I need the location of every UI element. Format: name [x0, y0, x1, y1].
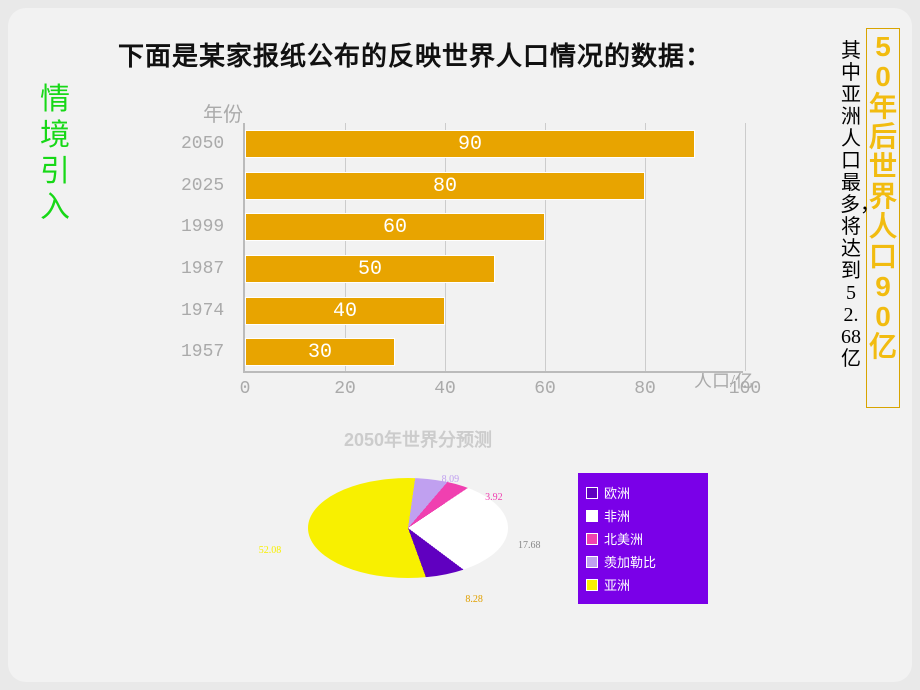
x-tick: 0 — [240, 379, 251, 399]
legend-item: 亚洲 — [586, 575, 700, 594]
bar-value: 60 — [246, 216, 544, 239]
bar-plot-area: 0204060801002050902025801999601987501974… — [243, 123, 743, 373]
x-tick: 60 — [534, 379, 556, 399]
y-category-label: 1957 — [181, 342, 224, 362]
legend-swatch — [586, 533, 598, 545]
y-category-label: 1987 — [181, 259, 224, 279]
legend-label: 羡加勒比 — [604, 552, 656, 571]
bar-value: 30 — [246, 341, 394, 364]
legend-label: 欧洲 — [604, 483, 630, 502]
legend-label: 北美洲 — [604, 529, 643, 548]
legend-label: 非洲 — [604, 506, 630, 525]
gridline — [645, 123, 646, 371]
pie-slice-label: 52.08 — [259, 545, 282, 556]
x-tick: 40 — [434, 379, 456, 399]
main-title: 下面是某家报纸公布的反映世界人口情况的数据： — [118, 36, 712, 73]
legend-item: 欧洲 — [586, 483, 700, 502]
pie-slice-label: 3.92 — [485, 492, 503, 503]
bar: 50 — [245, 255, 495, 283]
pie-chart: 52.088.093.9217.688.28 — [308, 478, 508, 618]
y-axis-title: 年份 — [203, 98, 243, 127]
legend-item: 羡加勒比 — [586, 552, 700, 571]
legend-swatch — [586, 487, 598, 499]
bar-value: 90 — [246, 133, 694, 156]
legend-swatch — [586, 579, 598, 591]
x-tick: 80 — [634, 379, 656, 399]
gridline — [345, 123, 346, 371]
slide-frame: 下面是某家报纸公布的反映世界人口情况的数据： 情境引入 50年后世界人口90亿 … — [8, 8, 912, 682]
gridline — [745, 123, 746, 371]
pie-slice-label: 8.09 — [442, 474, 460, 485]
y-category-label: 2025 — [181, 176, 224, 196]
pie-title: 2050年世界分预测 — [268, 426, 568, 452]
right-small-text: 其中亚洲人口最多，将达到52.68亿 — [840, 40, 862, 370]
legend-label: 亚洲 — [604, 575, 630, 594]
y-category-label: 1999 — [181, 217, 224, 237]
legend-swatch — [586, 510, 598, 522]
legend-item: 非洲 — [586, 506, 700, 525]
y-category-label: 1974 — [181, 301, 224, 321]
bar: 30 — [245, 338, 395, 366]
bar: 80 — [245, 172, 645, 200]
pie-top-face — [308, 478, 508, 578]
bar: 90 — [245, 130, 695, 158]
pie-slice-label: 17.68 — [518, 540, 541, 551]
gridline — [545, 123, 546, 371]
x-tick: 20 — [334, 379, 356, 399]
left-vertical-label: 情境引入 — [40, 82, 70, 226]
bar: 40 — [245, 297, 445, 325]
pie-legend: 欧洲非洲北美洲羡加勒比亚洲 — [578, 473, 708, 604]
bar-value: 40 — [246, 300, 444, 323]
gridline — [445, 123, 446, 371]
y-category-label: 2050 — [181, 134, 224, 154]
bar: 60 — [245, 213, 545, 241]
legend-swatch — [586, 556, 598, 568]
bar-value: 50 — [246, 258, 494, 281]
x-tick: 100 — [729, 379, 761, 399]
pie-slice-label: 8.28 — [465, 594, 483, 605]
bar-chart: 年份 人口/亿 02040608010020509020258019996019… — [163, 98, 763, 418]
legend-item: 北美洲 — [586, 529, 700, 548]
bar-value: 80 — [246, 175, 644, 198]
